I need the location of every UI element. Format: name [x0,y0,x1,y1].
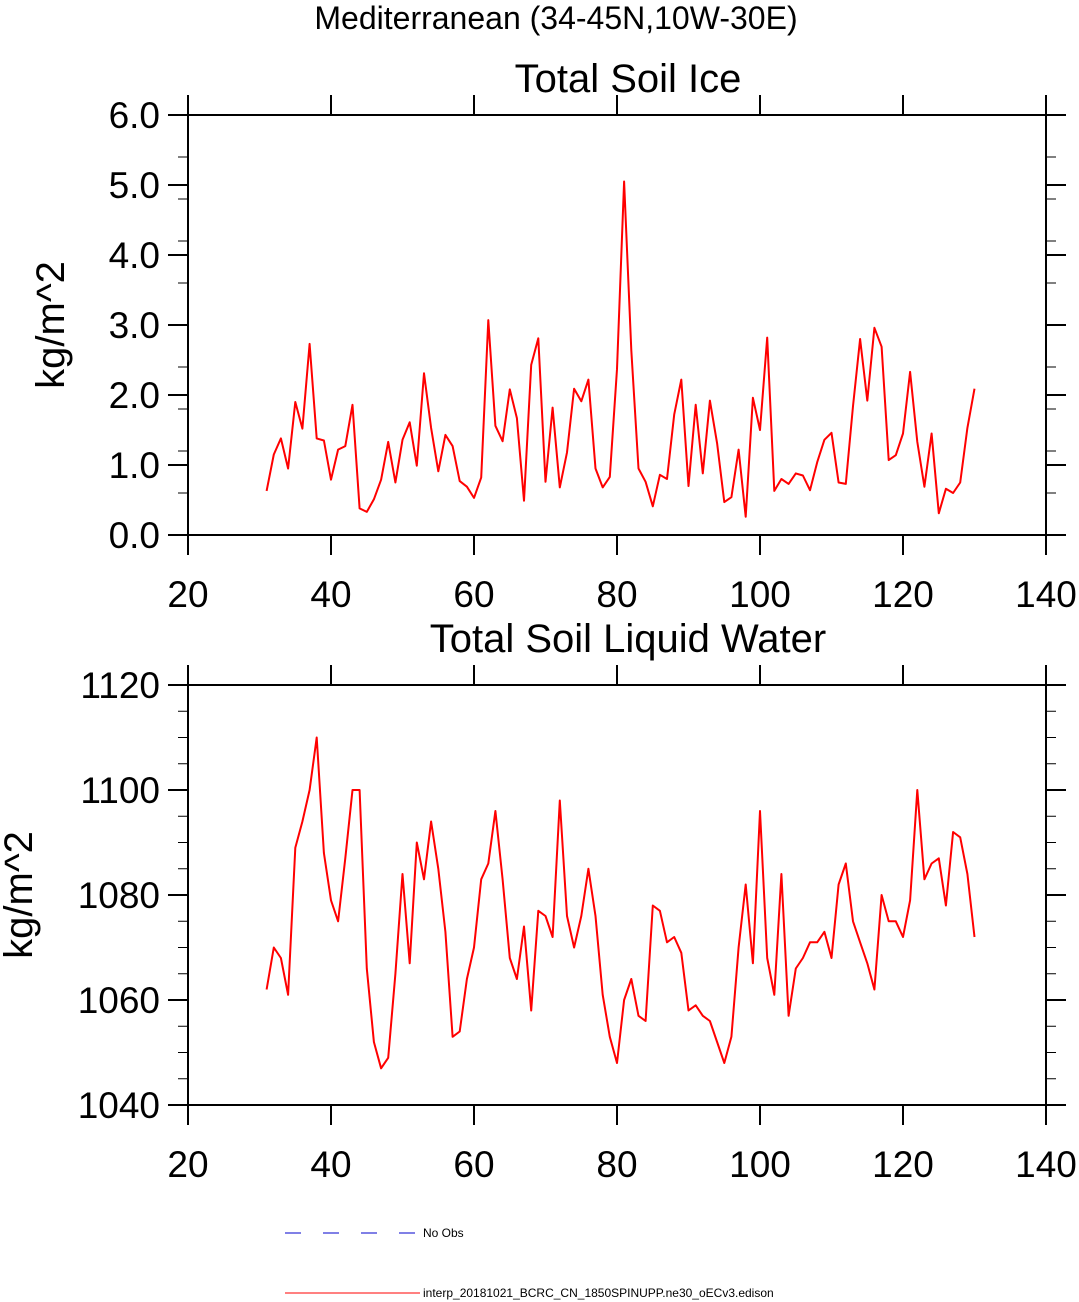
soil-liquid-x-tick-label: 120 [872,1144,934,1185]
soil-ice-x-tick-label: 20 [167,574,208,615]
legend-label-model-run: interp_20181021_BCRC_CN_1850SPINUPP.ne30… [423,1286,774,1300]
soil-ice-x-tick-labels: 20 40 60 80 100 120 140 [167,574,1076,615]
soil-ice-y-tick-label: 2.0 [109,375,160,416]
soil-liquid-x-tick-label: 100 [729,1144,791,1185]
soil-ice-plot-frame [187,114,1047,536]
soil-liquid-panel: Total Soil Liquid Water kg/m^2 20 40 60 80 1… [0,617,1077,1185]
soil-ice-x-tick-label: 40 [310,574,351,615]
soil-ice-y-tick-labels: 0.0 1.0 2.0 3.0 4.0 5.0 6.0 [109,95,160,556]
soil-ice-x-tick-label: 80 [596,574,637,615]
soil-ice-x-tick-label: 100 [729,574,791,615]
soil-ice-x-tick-label: 120 [872,574,934,615]
soil-liquid-y-tick-label: 1040 [78,1085,160,1126]
soil-liquid-y-tick-labels: 1040 1060 1080 1100 1120 [78,665,160,1126]
legend-entry-no-obs: No Obs [285,1226,464,1240]
soil-liquid-x-tick-label: 40 [310,1144,351,1185]
soil-liquid-plot-frame [187,684,1047,1106]
soil-ice-panel: Total Soil Ice kg/m^2 20 40 60 80 100 120 140 … [29,57,1077,615]
soil-liquid-series-line [265,736,976,1070]
soil-liquid-x-tick-labels: 20 40 60 80 100 120 140 [167,1144,1076,1185]
soil-ice-y-tick-label: 0.0 [109,515,160,556]
soil-ice-y-tick-label: 5.0 [109,165,160,206]
soil-ice-y-tick-label: 3.0 [109,305,160,346]
soil-liquid-ticks [168,665,1066,1125]
figure-title: Mediterranean (34-45N,10W-30E) [314,0,797,36]
legend-label-no-obs: No Obs [423,1226,464,1240]
legend: No Obs interp_20181021_BCRC_CN_1850SPINU… [285,1226,774,1300]
soil-liquid-x-tick-label: 20 [167,1144,208,1185]
soil-liquid-ylabel: kg/m^2 [0,831,41,959]
soil-liquid-y-tick-label: 1120 [80,665,160,706]
soil-ice-y-tick-label: 1.0 [109,445,160,486]
soil-ice-x-tick-label: 60 [453,574,494,615]
soil-ice-title: Total Soil Ice [515,57,742,101]
soil-liquid-x-tick-label: 60 [453,1144,494,1185]
soil-liquid-title: Total Soil Liquid Water [430,617,826,661]
soil-ice-ylabel: kg/m^2 [29,261,73,389]
soil-liquid-y-tick-label: 1100 [80,770,160,811]
soil-ice-series-line [265,180,976,518]
soil-ice-y-tick-label: 6.0 [109,95,160,136]
soil-ice-y-tick-label: 4.0 [109,235,160,276]
soil-liquid-x-tick-label: 80 [596,1144,637,1185]
soil-liquid-x-tick-label: 140 [1015,1144,1077,1185]
soil-ice-x-tick-label: 140 [1015,574,1077,615]
soil-liquid-y-tick-label: 1060 [78,980,160,1021]
soil-ice-ticks [168,95,1066,555]
legend-entry-model-run: interp_20181021_BCRC_CN_1850SPINUPP.ne30… [285,1286,774,1300]
soil-liquid-y-tick-label: 1080 [78,875,160,916]
